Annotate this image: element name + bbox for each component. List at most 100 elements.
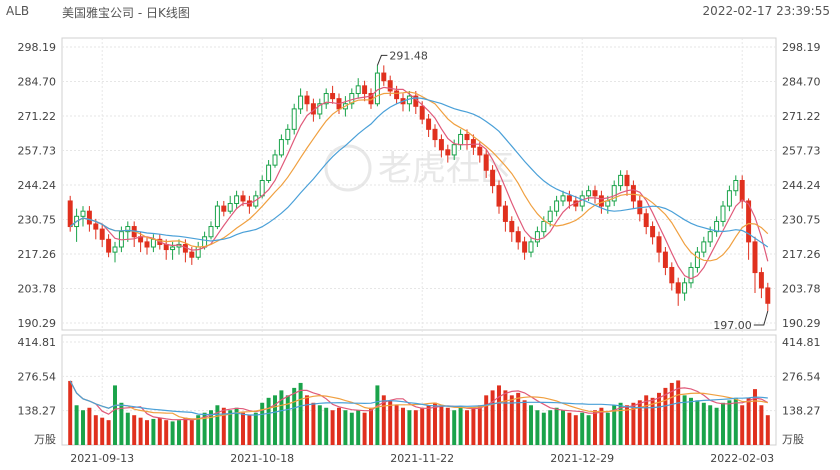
volume-bar: [74, 405, 79, 445]
price-tick-label: 217.26: [18, 248, 57, 261]
volume-bar: [279, 390, 284, 445]
candle-body: [112, 246, 118, 253]
volume-bar: [356, 410, 361, 445]
low-annotation: 197.00: [713, 319, 752, 332]
volume-bar: [93, 415, 98, 445]
candle-body: [317, 103, 323, 115]
volume-bar: [343, 410, 348, 445]
candle-body: [234, 195, 240, 205]
volume-bar: [740, 405, 745, 445]
volume-bar: [644, 395, 649, 445]
candle-body: [541, 220, 547, 233]
volume-bar: [676, 380, 681, 445]
volume-bar: [349, 412, 354, 445]
volume-bar: [593, 410, 597, 445]
volume-bar: [138, 417, 143, 445]
x-tick-label: 2021-10-18: [230, 452, 294, 465]
volume-bar: [708, 405, 713, 445]
candle-body: [387, 80, 393, 92]
candle-body: [208, 226, 214, 238]
vol-ma5-line: [69, 380, 769, 421]
volume-bar: [765, 415, 770, 445]
price-tick-label: 244.24: [18, 179, 57, 192]
candle-body: [522, 241, 528, 253]
candle-body: [496, 185, 502, 207]
volume-tick-label: 276.54: [18, 370, 57, 383]
candle-body: [189, 251, 195, 258]
x-tick-label: 2021-09-13: [70, 452, 134, 465]
candle-body: [99, 228, 105, 240]
candle-body: [298, 95, 304, 110]
volume-bar: [445, 407, 450, 445]
candle-body: [752, 241, 758, 274]
candle-body: [285, 128, 291, 141]
volume-bar: [650, 397, 655, 445]
volume-bar: [317, 405, 322, 445]
volume-bar: [100, 417, 105, 445]
candle-body: [355, 85, 361, 95]
ticker-symbol: ALB: [6, 4, 30, 18]
candle-body: [93, 223, 99, 230]
candle-body: [682, 282, 688, 294]
vol-ma10-line: [69, 380, 768, 420]
volume-bar: [516, 392, 521, 445]
volume-bar: [503, 390, 508, 445]
volume-bar: [381, 395, 386, 445]
price-tick-label: 190.29: [782, 317, 821, 330]
ma5-line: [69, 86, 769, 280]
price-tick-label: 257.73: [782, 144, 821, 157]
candle-body: [739, 179, 745, 202]
volume-bar: [682, 395, 687, 445]
volume-bar: [580, 412, 585, 445]
volume-bar: [541, 412, 546, 445]
candle-body: [701, 241, 707, 253]
volume-bar: [497, 385, 501, 445]
volume-bar: [631, 402, 636, 445]
volume-bar: [311, 402, 316, 445]
x-tick-label: 2021-12-29: [550, 452, 614, 465]
price-tick-label: 230.75: [18, 214, 57, 227]
volume-unit-label: 万股: [34, 433, 56, 446]
candle-body: [554, 200, 560, 212]
volume-bar: [433, 402, 437, 445]
volume-bar: [324, 407, 329, 445]
price-axis-left: 298.19 284.70 271.22 257.73 244.24 230.75 217.…: [18, 41, 57, 330]
volume-bar: [663, 387, 668, 445]
candle-body: [362, 85, 368, 95]
volume-bar: [170, 421, 175, 445]
price-tick-label: 203.78: [782, 282, 821, 295]
candle-body: [726, 190, 732, 207]
volume-bar: [132, 415, 137, 445]
candle-body: [720, 205, 726, 222]
price-tick-label: 284.70: [782, 76, 821, 89]
grid: [62, 38, 776, 445]
volume-tick-label: 138.27: [18, 405, 57, 418]
candle-body: [240, 195, 246, 202]
x-tick-label: 2021-11-22: [390, 452, 454, 465]
candle-body: [509, 220, 515, 233]
candle-body: [80, 210, 86, 217]
volume-bar: [253, 412, 258, 445]
volume-bar: [689, 397, 693, 445]
volume-bar: [292, 387, 297, 445]
volume-bar: [439, 405, 444, 445]
volume-bar: [228, 410, 233, 445]
price-tick-label: 244.24: [782, 179, 821, 192]
candle-body: [150, 238, 156, 248]
volume-bar: [721, 402, 725, 445]
candle-body: [304, 95, 310, 105]
volume-bar: [452, 410, 457, 445]
volume-bar: [657, 392, 661, 445]
volume-tick-label: 414.81: [18, 336, 57, 349]
x-axis-labels: 2021-09-13 2021-10-18 2021-11-22 2021-12-29…: [70, 452, 774, 465]
volume-bar: [362, 412, 367, 445]
volume-bar: [605, 412, 610, 445]
high-annotation-line: [376, 54, 388, 66]
candle-body: [733, 179, 739, 192]
candle-body: [381, 72, 387, 82]
volume-bar: [733, 397, 738, 445]
candle-body: [291, 108, 297, 130]
volume-bar: [612, 405, 617, 445]
candle-body: [266, 164, 272, 181]
